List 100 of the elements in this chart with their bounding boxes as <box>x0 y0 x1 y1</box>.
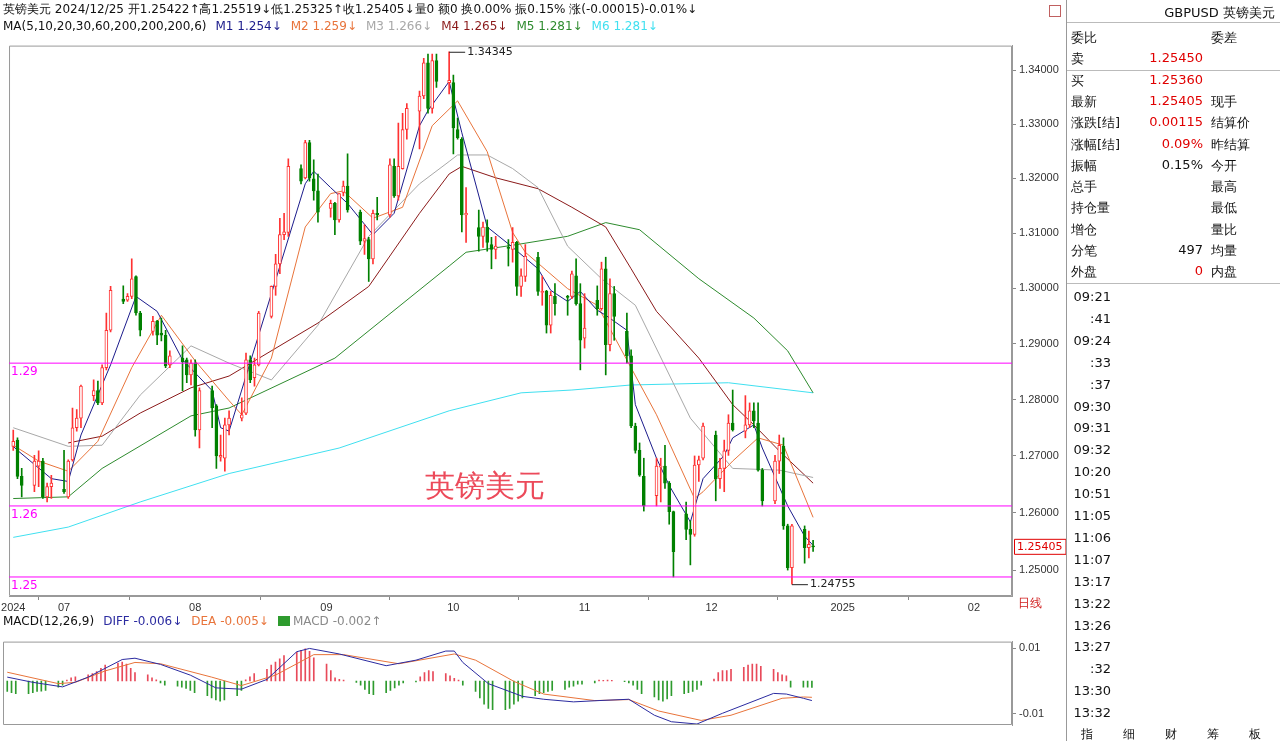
text: 09:24 <box>1073 332 1111 348</box>
text: M3 1.266↓ <box>365 19 433 33</box>
text: 13:17 <box>1073 573 1111 589</box>
text: 497 <box>1178 242 1203 257</box>
chart-title: 英镑美元 2024/12/25 开1.25422↑高1.25519↓低1.25325↑收1.25405↓量0 额0 换0.00% 振0.15% 涨(-0.00015)-0.01%↓ <box>3 2 698 16</box>
candlestick <box>96 380 100 405</box>
x-tick-label: 12 <box>705 600 718 613</box>
candlestick <box>248 355 253 384</box>
candlestick <box>79 384 83 429</box>
text: 0.09% <box>1161 135 1203 151</box>
text: :41 <box>1090 310 1111 326</box>
chart-title: MACD(12,26,9) <box>3 614 95 628</box>
text: :37 <box>1090 376 1111 392</box>
text: 买 <box>1071 71 1084 90</box>
candlestick <box>536 251 540 296</box>
text: 筹 <box>1207 726 1219 741</box>
candlestick <box>239 397 244 422</box>
candlestick <box>426 53 430 114</box>
candlestick <box>74 409 79 432</box>
text: 1.25360 <box>1149 71 1203 87</box>
candlestick <box>548 291 553 334</box>
text: 10:51 <box>1073 486 1111 502</box>
ref-line-label: 1.26 <box>11 507 38 522</box>
y-tick-label: 1.30000 <box>1019 281 1059 294</box>
candlestick <box>371 209 375 265</box>
text: 量比 <box>1211 220 1237 239</box>
candlestick <box>523 244 528 282</box>
text: 总手 <box>1071 178 1097 197</box>
text: 振幅 <box>1071 156 1097 175</box>
candlestick <box>138 311 143 337</box>
y-tick-label: 1.32000 <box>1019 171 1059 184</box>
text: 卖 <box>1071 50 1084 69</box>
candlestick <box>574 258 578 306</box>
y-tick-label: 1.33000 <box>1019 117 1059 130</box>
candlestick <box>244 352 248 416</box>
text: 现手 <box>1211 92 1237 111</box>
text: 委比 <box>1071 29 1097 47</box>
candlestick <box>100 364 104 405</box>
candlestick <box>286 158 291 237</box>
y-tick-label: 1.29000 <box>1019 336 1059 349</box>
y-tick-label: -0.01 <box>1019 706 1045 719</box>
text: 委差 <box>1211 29 1237 47</box>
candlestick <box>155 319 159 346</box>
x-tick-label: 09 <box>320 600 333 613</box>
candlestick <box>553 283 557 316</box>
text: DEA -0.005↓ <box>191 614 269 628</box>
candlestick <box>476 209 481 252</box>
candlestick <box>41 457 45 499</box>
candlestick <box>811 539 815 552</box>
text: M4 1.265↓ <box>441 19 508 33</box>
candlestick <box>658 457 663 503</box>
candlestick <box>730 389 735 432</box>
candlestick <box>625 312 629 364</box>
candlestick <box>278 217 282 275</box>
y-tick-label: 1.28000 <box>1019 392 1059 405</box>
text: 11:06 <box>1073 529 1111 545</box>
x-tick-label: 07 <box>57 600 71 613</box>
candlestick <box>777 434 782 474</box>
candlestick <box>227 410 231 436</box>
candlestick <box>168 350 172 368</box>
candlestick <box>641 457 646 512</box>
legend-label: MACD -0.002↑ <box>292 614 382 628</box>
annotation: 1.24755 <box>809 577 856 591</box>
text: :33 <box>1090 354 1111 370</box>
text: 13:22 <box>1073 595 1111 611</box>
candlestick <box>66 459 71 499</box>
candlestick <box>570 270 574 299</box>
candlestick <box>256 311 261 367</box>
candlestick <box>134 275 138 316</box>
candlestick <box>493 235 498 260</box>
ref-line-label: 1.25 <box>11 578 38 593</box>
candlestick <box>447 51 451 95</box>
text: :32 <box>1090 661 1111 677</box>
candlestick <box>519 268 523 297</box>
ref-line-label: 1.29 <box>11 364 38 379</box>
text: 财 <box>1165 726 1177 741</box>
candlestick <box>667 481 672 525</box>
candlestick <box>193 359 198 437</box>
candlestick <box>11 429 16 451</box>
text: M2 1.259↓ <box>290 19 357 33</box>
text: 指 <box>1081 726 1093 741</box>
candlestick <box>151 316 155 336</box>
annotation: 1.34345 <box>467 44 513 58</box>
annotation: 英镑美元 <box>425 468 546 504</box>
candlestick <box>608 278 612 352</box>
text: 最低 <box>1211 199 1237 218</box>
text: 均量 <box>1211 242 1237 260</box>
candlestick <box>62 449 66 494</box>
text: GBPUSD 英镑美元 <box>1164 4 1275 22</box>
x-tick-label: 10 <box>447 600 460 613</box>
candlestick <box>515 240 519 296</box>
candlestick <box>19 468 24 498</box>
text: 13:32 <box>1073 705 1111 721</box>
y-tick-label: 1.26000 <box>1019 505 1059 518</box>
text: 13:30 <box>1073 683 1111 699</box>
text: 外盘 <box>1071 263 1097 282</box>
x-tick-label: 08 <box>189 600 202 613</box>
text: 1.25450 <box>1149 50 1203 66</box>
x-tick-label: 11 <box>578 600 591 613</box>
text: 涨跌[结] <box>1071 114 1121 133</box>
